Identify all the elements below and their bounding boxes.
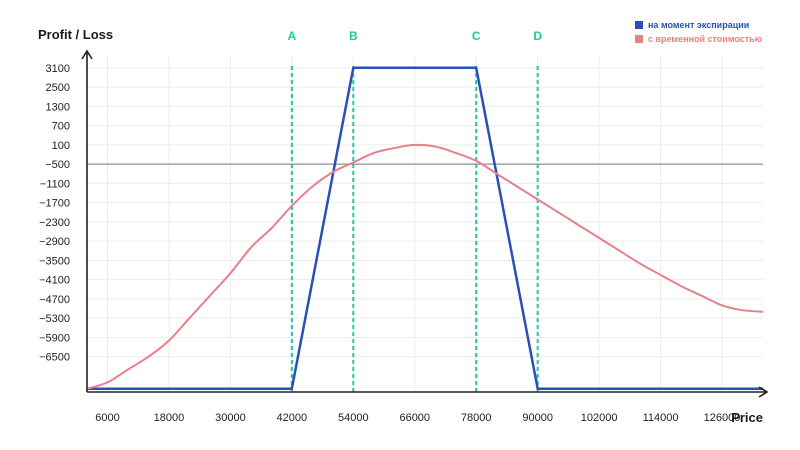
x-axis-title: Price: [731, 410, 763, 425]
x-tick-labels: 6000 18000 30000 42000 54000 66000 78000 90000 1…: [95, 412, 740, 424]
y-tick-label: −2300: [39, 217, 70, 229]
y-tick-label: 2500: [46, 82, 70, 94]
legend-swatch: [635, 35, 643, 43]
y-tick-label: 1300: [46, 101, 70, 113]
axes: [81, 49, 769, 398]
y-tick-label: −5300: [39, 313, 70, 325]
strike-markers: A B C D: [288, 29, 542, 392]
x-tick-label: 42000: [277, 412, 308, 424]
y-tick-label: −1700: [39, 198, 70, 210]
marker-label-c: C: [472, 29, 481, 43]
series-lines: [86, 66, 764, 391]
y-tick-label: −4700: [39, 294, 70, 306]
y-tick-label: −500: [45, 159, 70, 171]
y-tick-labels: 3100 2500 1300 700 100 −500 −1100 −1700 −2300 −29…: [39, 63, 70, 364]
x-tick-label: 54000: [338, 412, 369, 424]
legend-label: на момент экспирации: [648, 20, 749, 30]
marker-label-b: B: [349, 29, 358, 43]
y-tick-label: −1100: [40, 178, 70, 190]
series-line-time-value: [86, 143, 764, 390]
marker-label-d: D: [533, 29, 542, 43]
x-axis-arrow: [758, 386, 769, 398]
x-tick-label: 66000: [399, 412, 430, 424]
grid: [87, 55, 763, 392]
x-tick-label: 102000: [581, 412, 618, 424]
y-tick-label: −6500: [39, 352, 70, 364]
legend: на момент экспирации с временной стоимост…: [635, 20, 763, 44]
y-tick-label: 700: [52, 121, 70, 133]
x-tick-label: 18000: [154, 412, 185, 424]
y-tick-label: −4100: [39, 275, 70, 287]
y-tick-label: −2900: [39, 236, 70, 248]
legend-label: с временной стоимостью: [648, 34, 763, 44]
x-tick-label: 6000: [95, 412, 119, 424]
y-axis-title: Profit / Loss: [38, 27, 113, 42]
y-axis-arrow: [81, 49, 93, 60]
x-tick-label: 126000: [704, 412, 741, 424]
y-tick-label: 100: [52, 140, 70, 152]
x-tick-label: 114000: [643, 412, 679, 424]
y-tick-label: 3100: [46, 63, 70, 75]
x-tick-label: 90000: [522, 412, 553, 424]
marker-label-a: A: [288, 29, 297, 43]
y-tick-label: −5900: [39, 332, 70, 344]
x-tick-label: 78000: [461, 412, 492, 424]
y-tick-label: −3500: [39, 255, 70, 267]
x-tick-label: 30000: [215, 412, 246, 424]
series-line-expiration: [87, 66, 763, 391]
legend-swatch: [635, 21, 643, 29]
